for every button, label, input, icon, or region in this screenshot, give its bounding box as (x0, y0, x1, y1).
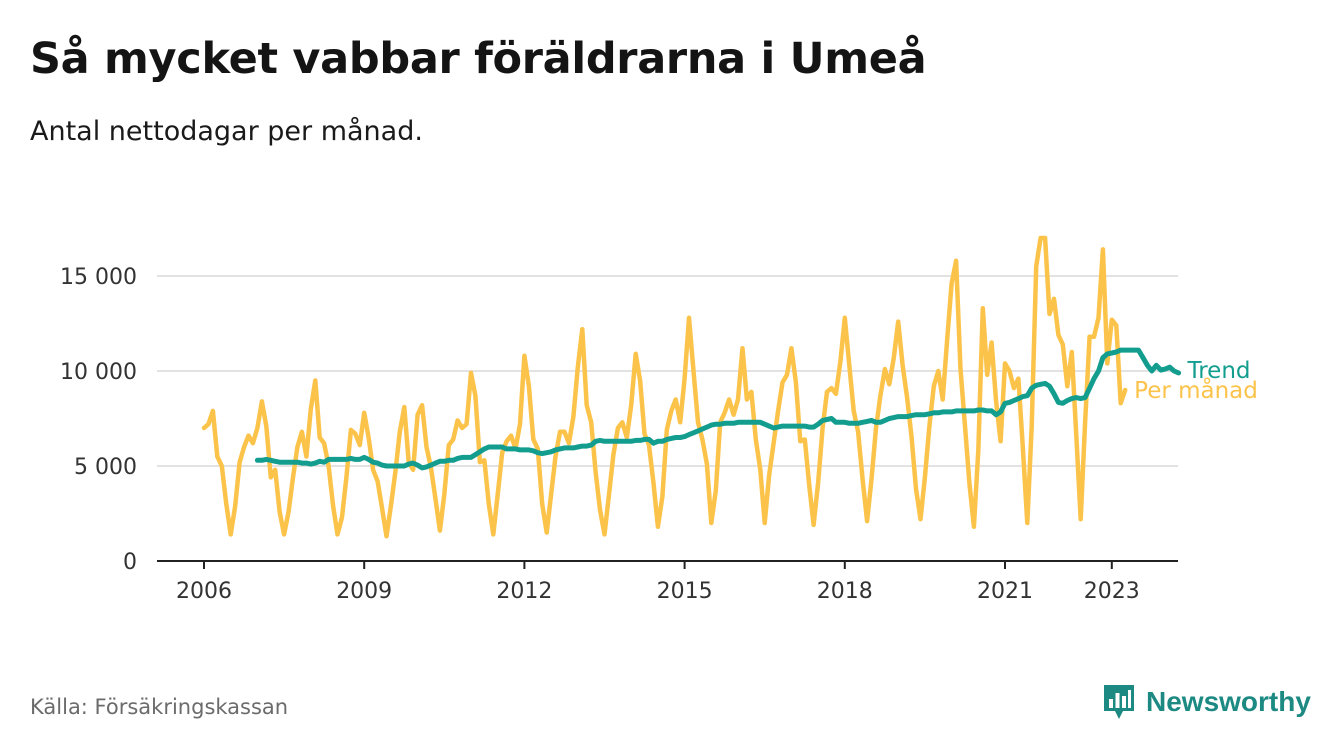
series-lines (201, 235, 1182, 539)
x-tick-label: 2023 (1084, 579, 1140, 604)
x-tick-label: 2018 (817, 579, 873, 604)
chart-subtitle: Antal nettodagar per månad. (30, 116, 423, 147)
x-tick-label: 2006 (176, 579, 232, 604)
x-tick-label: 2009 (336, 579, 392, 604)
chart-title: Så mycket vabbar föräldrarna i Umeå (30, 34, 927, 84)
monthly-series-label: Per månad (1134, 376, 1258, 404)
x-axis-ticks: 2006 2009 2012 2015 2018 2021 2023 (176, 561, 1140, 604)
x-tick-label: 2012 (496, 579, 552, 604)
y-tick-label: 10 000 (60, 360, 137, 385)
source-note: Källa: Försäkringskassan (30, 695, 289, 719)
y-tick-label: 5 000 (74, 455, 137, 480)
y-axis-ticks: 0 5 000 10 000 15 000 (60, 265, 137, 575)
brand-logo[interactable]: Newsworthy (1102, 682, 1311, 722)
trend-series-label: Trend (1187, 358, 1251, 384)
brand-name: Newsworthy (1146, 686, 1311, 717)
y-tick-label: 15 000 (60, 265, 137, 290)
x-tick-label: 2021 (977, 579, 1033, 604)
newsworthy-logo-icon (1104, 685, 1134, 719)
x-tick-label: 2015 (657, 579, 713, 604)
y-tick-label: 0 (123, 550, 137, 575)
trend-series-line (254, 347, 1182, 471)
monthly-series-line (201, 235, 1128, 539)
